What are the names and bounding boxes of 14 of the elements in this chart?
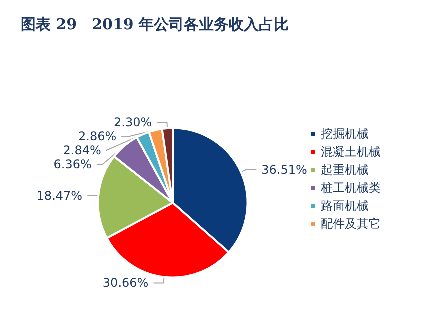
data-label: 2.86% xyxy=(78,129,117,144)
data-label: 18.47% xyxy=(36,188,83,203)
data-label: 30.66% xyxy=(102,276,149,290)
legend-label: 挖掘机械 xyxy=(321,127,369,141)
data-label: 36.51% xyxy=(262,162,308,177)
data-label: 2.30% xyxy=(114,115,152,130)
legend-label: 路面机械 xyxy=(321,199,369,213)
legend-label: 起重机械 xyxy=(321,163,369,177)
legend-label: 桩工机械类 xyxy=(320,181,381,195)
data-label: 2.84% xyxy=(63,143,102,158)
chart-title: 图表 29 2019 年公司各业务收入占比 xyxy=(21,16,290,34)
data-label: 6.36% xyxy=(54,157,92,172)
legend-label: 混凝土机械 xyxy=(321,145,381,159)
legend-label: 配件及其它 xyxy=(321,217,381,231)
